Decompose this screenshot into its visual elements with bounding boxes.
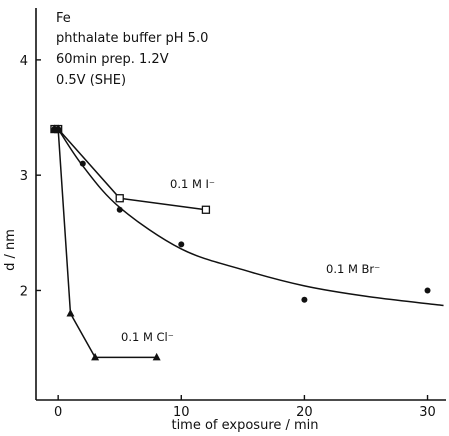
y-tick-label: 3 [20, 169, 28, 184]
data-point-triangle [54, 124, 63, 133]
series-markers [50, 124, 431, 361]
x-axis-label: time of exposure / min [171, 418, 318, 433]
series-label-chloride: 0.1 M Cl⁻ [121, 330, 174, 344]
y-axis-label: d / nm [3, 229, 18, 271]
series-label-bromide: 0.1 M Br⁻ [326, 262, 380, 276]
y-tick-label: 2 [20, 284, 28, 299]
annotation-preparation: 60min prep. 1.2V [56, 52, 169, 67]
series-curves [57, 128, 444, 359]
annotation-buffer: phthalate buffer pH 5.0 [56, 31, 208, 46]
data-point-circle [424, 287, 431, 294]
data-point-square [115, 194, 124, 203]
data-point-triangle [91, 352, 100, 361]
data-point-triangle [152, 352, 161, 361]
data-point-circle [79, 160, 86, 167]
data-point-triangle [66, 309, 75, 317]
annotation-potential: 0.5V (SHE) [56, 73, 126, 88]
data-point-square [201, 205, 211, 214]
series-line-1 [57, 128, 444, 307]
x-tick-label: 30 [419, 405, 436, 420]
data-point-circle [301, 296, 308, 303]
annotation-element: Fe [56, 11, 71, 26]
series-label-iodide: 0.1 M I⁻ [170, 177, 215, 191]
x-tick-label: 20 [296, 405, 313, 420]
x-tick-label: 0 [54, 405, 62, 420]
data-point-circle [116, 206, 123, 213]
data-point-circle [178, 241, 185, 248]
x-tick-label: 10 [173, 405, 190, 420]
y-tick-label: 4 [20, 54, 28, 69]
series-line-2 [57, 129, 157, 359]
series-line-0 [57, 128, 207, 211]
ticks: 0 10 20 30 2 3 4 [20, 54, 436, 420]
